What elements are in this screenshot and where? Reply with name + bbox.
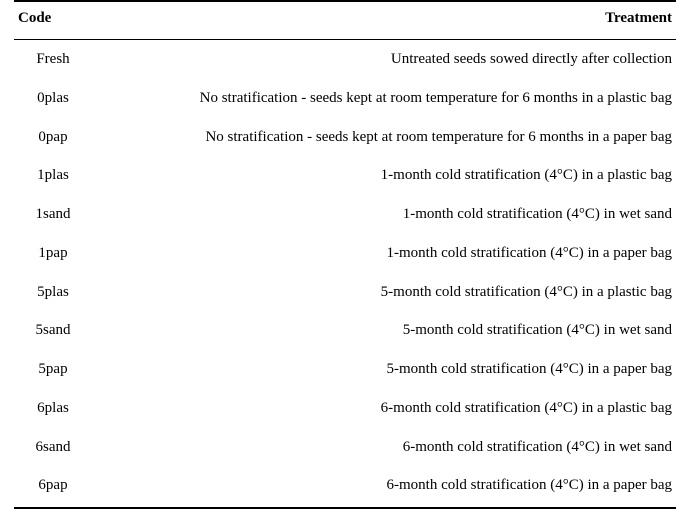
table-row: Fresh Untreated seeds sowed directly aft… [14,40,676,79]
cell-treatment: 1-month cold stratification (4°C) in a p… [92,156,676,195]
table-row: 1sand 1-month cold stratification (4°C) … [14,195,676,234]
cell-code: 5sand [14,311,92,350]
cell-code: 6pap [14,466,92,508]
table-row: 0pap No stratification - seeds kept at r… [14,118,676,157]
cell-code: 1sand [14,195,92,234]
cell-treatment: Untreated seeds sowed directly after col… [92,40,676,79]
cell-treatment: 6-month cold stratification (4°C) in a p… [92,466,676,508]
table-container: Code Treatment Fresh Untreated seeds sow… [0,0,694,509]
cell-treatment: 1-month cold stratification (4°C) in wet… [92,195,676,234]
table-row: 5sand 5-month cold stratification (4°C) … [14,311,676,350]
table-body: Fresh Untreated seeds sowed directly aft… [14,40,676,509]
treatments-table: Code Treatment Fresh Untreated seeds sow… [14,0,676,509]
cell-treatment: 6-month cold stratification (4°C) in a p… [92,389,676,428]
cell-code: 0pap [14,118,92,157]
cell-treatment: 5-month cold stratification (4°C) in a p… [92,350,676,389]
cell-treatment: No stratification - seeds kept at room t… [92,79,676,118]
col-header-code: Code [14,1,92,40]
cell-code: 6plas [14,389,92,428]
cell-code: 1plas [14,156,92,195]
cell-treatment: 5-month cold stratification (4°C) in a p… [92,273,676,312]
cell-code: 5pap [14,350,92,389]
table-row: 6pap 6-month cold stratification (4°C) i… [14,466,676,508]
table-header-row: Code Treatment [14,1,676,40]
table-row: 5plas 5-month cold stratification (4°C) … [14,273,676,312]
cell-code: 5plas [14,273,92,312]
table-row: 5pap 5-month cold stratification (4°C) i… [14,350,676,389]
table-row: 6sand 6-month cold stratification (4°C) … [14,428,676,467]
table-row: 1plas 1-month cold stratification (4°C) … [14,156,676,195]
cell-code: 1pap [14,234,92,273]
table-row: 0plas No stratification - seeds kept at … [14,79,676,118]
cell-treatment: 6-month cold stratification (4°C) in wet… [92,428,676,467]
cell-treatment: 5-month cold stratification (4°C) in wet… [92,311,676,350]
cell-code: 6sand [14,428,92,467]
cell-treatment: 1-month cold stratification (4°C) in a p… [92,234,676,273]
cell-code: Fresh [14,40,92,79]
cell-treatment: No stratification - seeds kept at room t… [92,118,676,157]
col-header-treatment: Treatment [92,1,676,40]
table-row: 6plas 6-month cold stratification (4°C) … [14,389,676,428]
cell-code: 0plas [14,79,92,118]
table-row: 1pap 1-month cold stratification (4°C) i… [14,234,676,273]
